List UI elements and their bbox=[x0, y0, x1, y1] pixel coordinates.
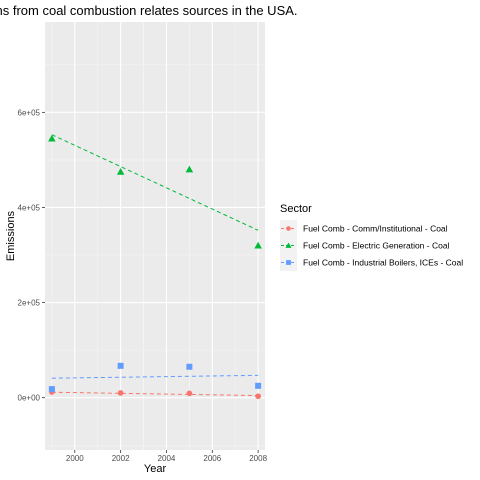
legend-key-symbol bbox=[286, 260, 291, 265]
x-tick-label: 2002 bbox=[112, 454, 130, 463]
data-point bbox=[116, 168, 125, 175]
trend-line bbox=[51, 391, 259, 397]
y-tick-label: 6e+05 bbox=[18, 108, 41, 117]
chart-title: Emissions from coal combustion relates s… bbox=[0, 3, 298, 18]
plot-panel bbox=[45, 22, 265, 450]
x-axis-ticks: 2000 2002 2004 2006 2008 bbox=[66, 450, 268, 463]
data-point bbox=[186, 390, 193, 397]
x-tick-label: 2008 bbox=[249, 454, 267, 463]
x-tick-label: 2004 bbox=[158, 454, 176, 463]
data-point bbox=[48, 134, 56, 142]
trend-lines bbox=[51, 134, 259, 397]
data-point bbox=[185, 165, 194, 173]
legend-key-symbol bbox=[285, 242, 292, 248]
legend-item: Fuel Comb - Comm/Institutional - Coal bbox=[280, 220, 448, 237]
legend: Sector Fuel Comb - Comm/Institutional - … bbox=[280, 203, 463, 271]
data-points bbox=[48, 134, 262, 400]
legend-title: Sector bbox=[280, 203, 312, 215]
data-point bbox=[254, 241, 262, 249]
data-point bbox=[255, 393, 261, 400]
y-axis-ticks: 0e+00 2e+05 4e+05 6e+05 bbox=[18, 108, 45, 403]
legend-item: Fuel Comb - Electric Generation - Coal bbox=[280, 237, 450, 254]
x-axis-title: Year bbox=[144, 463, 167, 475]
grid-major bbox=[45, 22, 265, 450]
grid-minor bbox=[45, 22, 265, 450]
data-point bbox=[255, 382, 262, 389]
legend-label: Fuel Comb - Electric Generation - Coal bbox=[303, 241, 450, 251]
y-tick-label: 2e+05 bbox=[18, 299, 41, 308]
legend-item: Fuel Comb - Industrial Boilers, ICEs - C… bbox=[280, 254, 463, 271]
y-tick-label: 4e+05 bbox=[18, 203, 41, 212]
trend-line bbox=[51, 374, 259, 379]
y-tick-label: 0e+00 bbox=[18, 394, 41, 403]
legend-key-symbol bbox=[286, 226, 291, 231]
data-point bbox=[117, 390, 124, 396]
data-point bbox=[186, 363, 193, 370]
x-tick-label: 2000 bbox=[66, 454, 84, 463]
trend-line bbox=[51, 134, 259, 231]
legend-label: Fuel Comb - Comm/Institutional - Coal bbox=[303, 224, 448, 234]
legend-label: Fuel Comb - Industrial Boilers, ICEs - C… bbox=[303, 258, 463, 268]
data-point bbox=[117, 362, 124, 369]
data-point bbox=[48, 386, 55, 393]
x-tick-label: 2006 bbox=[203, 454, 221, 463]
y-axis-title: Emissions bbox=[5, 210, 17, 261]
